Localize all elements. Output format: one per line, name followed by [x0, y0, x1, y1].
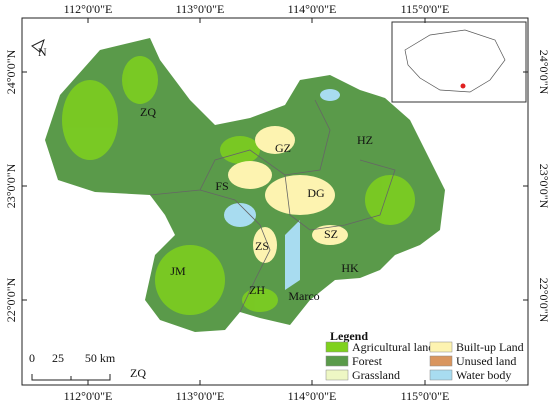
region-label: DG [307, 186, 325, 200]
bottom-coordinate-label: 112°0'0"E [64, 389, 113, 403]
region-label: ZS [255, 239, 269, 253]
legend-swatch [325, 355, 349, 367]
scale-label: 50 km [85, 351, 116, 365]
left-coordinate-label: 23°0'0"N [4, 163, 18, 208]
region-boundaries [149, 99, 396, 313]
region-label: FS [215, 179, 228, 193]
legend-swatch [325, 341, 349, 353]
caption: ZQ [130, 366, 146, 380]
region-label: GZ [275, 141, 291, 155]
bottom-coordinate-label: 114°0'0"E [288, 389, 337, 403]
scale-label: 0 [29, 351, 35, 365]
region-label: SZ [324, 227, 338, 241]
legend-swatch [429, 369, 453, 381]
legend-swatch [429, 355, 453, 367]
legend-title: Legend [330, 329, 368, 343]
top-coordinate-label: 114°0'0"E [288, 2, 337, 16]
legend-swatch [325, 369, 349, 381]
scale-label: 25 [52, 351, 64, 365]
legend-label: Built-up Land [456, 340, 524, 354]
legend-label: Water body [456, 368, 511, 382]
north-arrow: N [31, 39, 47, 59]
water-patches [224, 89, 340, 290]
region-label: Marco [288, 289, 319, 303]
region-label: ZQ [140, 105, 156, 119]
top-coordinate-label: 115°0'0"E [401, 2, 450, 16]
region-label: HZ [357, 133, 373, 147]
left-coordinate-label: 22°0'0"N [4, 277, 18, 322]
top-coordinate-label: 113°0'0"E [176, 2, 225, 16]
legend-swatch [429, 341, 453, 353]
right-coordinate-label: 24°0'0"N [537, 50, 550, 95]
legend-label: Forest [352, 354, 383, 368]
legend-label: Agricultural land [352, 340, 434, 354]
inset-map [391, 21, 527, 103]
legend-box [318, 328, 526, 384]
scale-bar [31, 374, 111, 381]
region-label: HK [341, 261, 359, 275]
legend: Legend [318, 328, 526, 384]
north-label: N [38, 45, 47, 59]
left-coordinate-label: 24°0'0"N [4, 49, 18, 94]
built-up-patches [228, 126, 348, 263]
region-label: ZH [249, 283, 265, 297]
legend-label: Unused land [456, 354, 516, 368]
top-coordinate-label: 112°0'0"E [64, 2, 113, 16]
right-coordinate-label: 23°0'0"N [537, 164, 550, 209]
region-label: JM [170, 264, 186, 278]
bottom-coordinate-label: 115°0'0"E [401, 389, 450, 403]
legend-label: Grassland [352, 368, 400, 382]
right-coordinate-label: 22°0'0"N [537, 278, 550, 323]
agricultural-patches [62, 56, 415, 315]
bottom-coordinate-label: 113°0'0"E [176, 389, 225, 403]
